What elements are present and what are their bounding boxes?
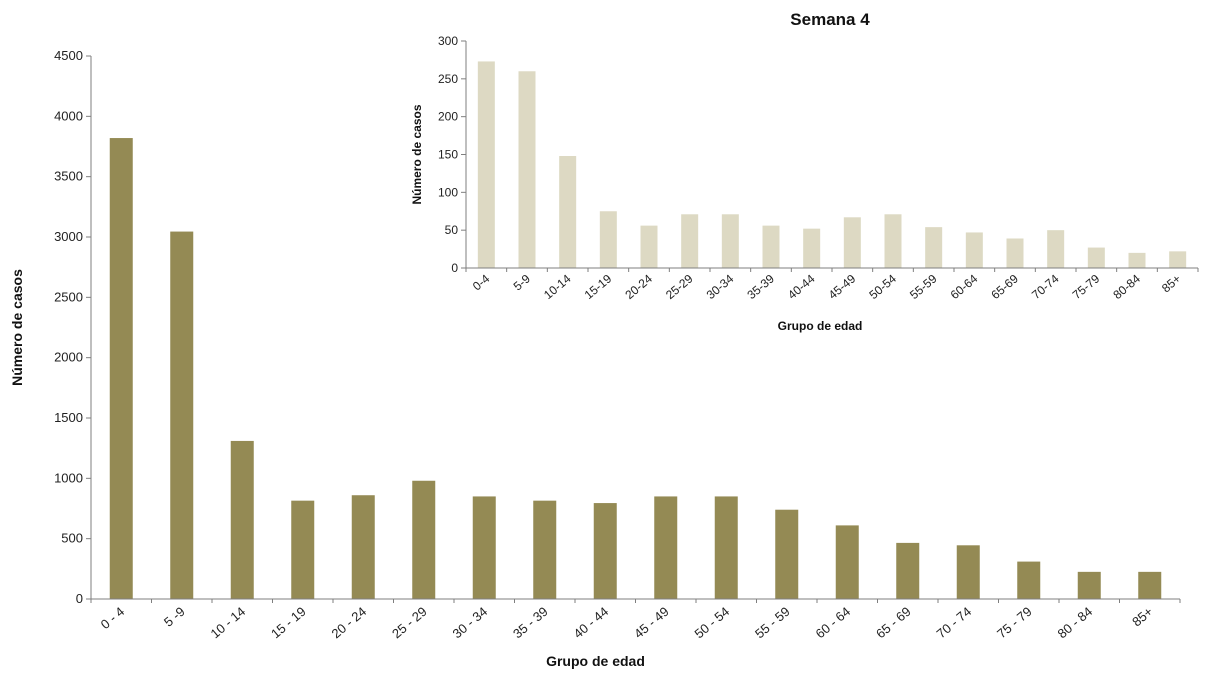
inset-bar-16 (1128, 252, 1146, 268)
inset-bar-14 (1047, 230, 1065, 268)
inset-bar-10 (884, 214, 902, 268)
inset-x-tick-label: 60-64 (948, 271, 981, 302)
inset-y-tick-label: 150 (438, 148, 458, 162)
inset-bar-8 (803, 228, 821, 268)
main-y-tick-label: 4000 (54, 108, 83, 123)
main-x-tick-label: 80 - 84 (1055, 604, 1096, 642)
main-bar-17 (1138, 571, 1162, 599)
inset-y-tick-label: 0 (451, 261, 458, 275)
main-bar-1 (170, 231, 194, 599)
main-x-tick-label: 85+ (1129, 604, 1156, 630)
inset-bar-17 (1169, 251, 1187, 268)
inset-x-tick-label: 0-4 (470, 271, 493, 293)
main-bar-9 (654, 496, 678, 599)
main-x-tick-label: 35 - 39 (510, 604, 551, 642)
inset-x-tick-label: 25-29 (663, 271, 696, 302)
main-y-tick-label: 3000 (54, 229, 83, 244)
inset-bar-13 (1006, 238, 1024, 268)
inset-y-tick-label: 100 (438, 185, 458, 199)
main-y-axis-title: Número de casos (9, 269, 25, 386)
main-x-tick-label: 75 - 79 (994, 604, 1035, 642)
main-y-tick-label: 2500 (54, 289, 83, 304)
main-bar-0 (109, 138, 133, 600)
main-y-tick-label: 2000 (54, 350, 83, 365)
main-bar-2 (230, 440, 254, 599)
main-bar-14 (956, 545, 980, 599)
main-bar-7 (533, 500, 557, 599)
inset-bar-0 (477, 61, 495, 269)
main-bar-13 (896, 542, 920, 599)
main-x-tick-label: 65 - 69 (873, 604, 914, 642)
inset-y-tick-label: 50 (445, 223, 459, 237)
main-x-tick-label: 0 - 4 (98, 604, 128, 632)
inset-x-tick-label: 15-19 (582, 271, 615, 302)
inset-x-tick-label: 75-79 (1070, 271, 1103, 302)
main-x-tick-label: 50 - 54 (692, 604, 733, 642)
inset-bar-11 (925, 227, 943, 268)
main-x-tick-label: 10 - 14 (208, 604, 249, 642)
main-y-tick-label: 500 (61, 531, 83, 546)
inset-y-tick-label: 300 (438, 34, 458, 48)
main-bar-16 (1077, 571, 1101, 599)
inset-bar-2 (559, 156, 577, 268)
main-y-tick-label: 1500 (54, 410, 83, 425)
inset-y-tick-label: 200 (438, 110, 458, 124)
inset-bar-4 (640, 225, 658, 268)
main-bar-5 (412, 480, 436, 599)
inset-x-tick-label: 30-34 (704, 271, 737, 302)
inset-x-tick-label: 10-14 (541, 271, 574, 302)
inset-bar-5 (681, 214, 699, 268)
main-x-tick-label: 30 - 34 (450, 604, 491, 642)
inset-bar-9 (843, 217, 861, 268)
inset-bar-chart-semana-4: 0 50 100 150 200 250 300 0-4 5-9 10-14 15-19 20-24 2… (410, 10, 1199, 333)
inset-bar-7 (762, 225, 780, 268)
main-bar-10 (714, 496, 738, 599)
inset-x-tick-label: 55-59 (907, 271, 940, 302)
main-bar-6 (472, 496, 496, 599)
inset-x-tick-label: 35-39 (744, 271, 777, 302)
main-y-tick-label: 3500 (54, 169, 83, 184)
main-bar-8 (593, 503, 617, 599)
main-x-tick-label: 70 - 74 (934, 604, 975, 642)
main-x-tick-label: 55 - 59 (752, 604, 793, 642)
main-y-tick-label: 4500 (54, 48, 83, 63)
main-bar-11 (775, 509, 799, 599)
main-x-tick-label: 15 - 19 (268, 604, 309, 642)
inset-bar-15 (1087, 247, 1105, 268)
inset-x-tick-label: 70-74 (1029, 271, 1062, 302)
inset-bar-12 (965, 232, 983, 268)
main-x-tick-label: 5 -9 (161, 604, 188, 630)
inset-x-tick-label: 85+ (1159, 272, 1184, 296)
inset-bar-3 (599, 211, 617, 268)
main-x-tick-label: 40 - 44 (571, 604, 612, 642)
main-x-tick-label: 45 - 49 (631, 604, 672, 642)
inset-y-axis-title: Número de casos (410, 104, 424, 204)
inset-y-tick-label: 250 (438, 72, 458, 86)
inset-x-tick-label: 40-44 (785, 271, 818, 302)
inset-x-tick-label: 5-9 (511, 271, 534, 293)
inset-bar-6 (721, 214, 739, 268)
main-bar-12 (835, 525, 859, 599)
main-bar-4 (351, 495, 375, 599)
inset-bar-1 (518, 71, 536, 269)
main-x-axis-title: Grupo de edad (546, 653, 645, 669)
main-bar-15 (1017, 561, 1041, 599)
main-y-tick-label: 0 (76, 591, 83, 606)
main-x-tick-label: 60 - 64 (813, 604, 854, 642)
inset-x-axis-title: Grupo de edad (778, 319, 863, 333)
inset-chart-title: Semana 4 (790, 10, 870, 29)
main-bar-3 (291, 500, 315, 599)
inset-x-tick-label: 65-69 (988, 271, 1021, 302)
main-y-tick-label: 1000 (54, 470, 83, 485)
inset-x-tick-label: 50-54 (866, 271, 899, 302)
inset-x-tick-label: 45-49 (826, 271, 859, 302)
inset-x-tick-label: 80-84 (1110, 271, 1143, 302)
inset-x-tick-label: 20-24 (622, 271, 655, 302)
main-x-tick-label: 20 - 24 (329, 604, 370, 642)
main-x-tick-label: 25 - 29 (389, 604, 430, 642)
